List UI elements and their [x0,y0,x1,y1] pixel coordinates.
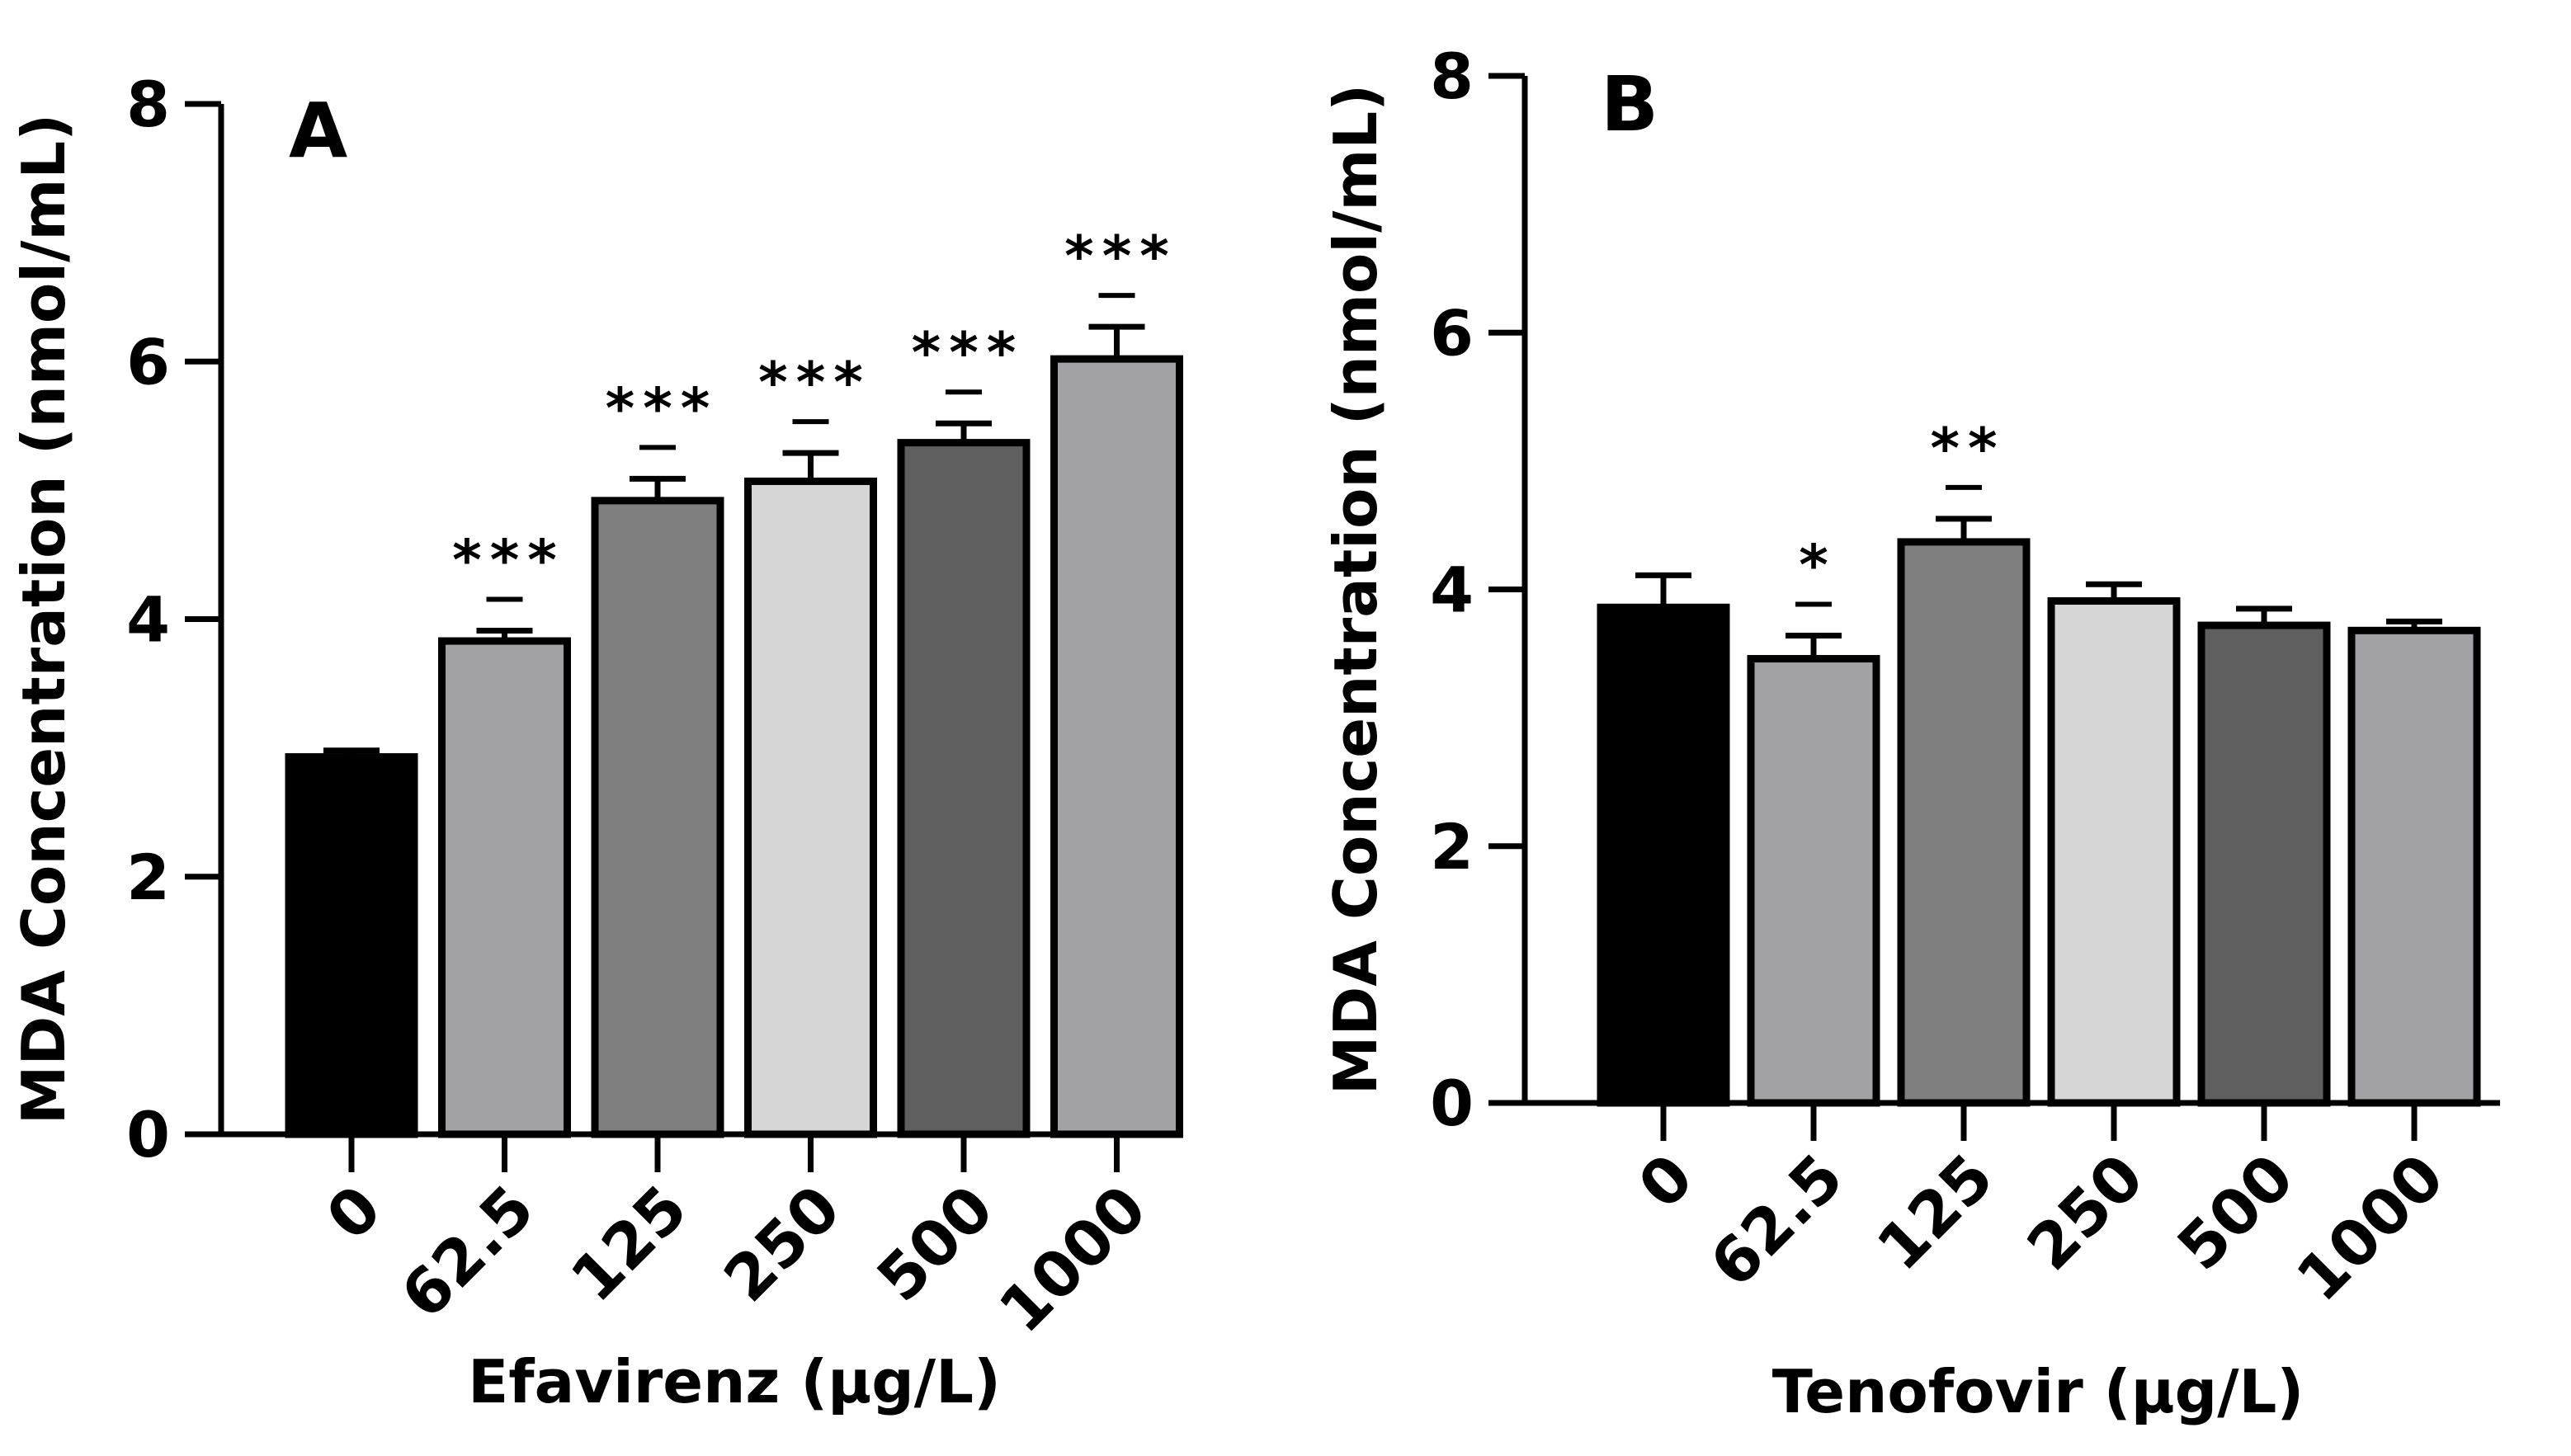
panel-label: B [1601,60,1658,148]
bar [897,439,1031,1138]
y-axis-title: MDA Concentration (nmol/mL) [9,114,78,1124]
bar [438,637,571,1138]
x-tick-label: 1000 [2282,1140,2458,1316]
significance-label: *** [606,376,719,441]
x-tick-label: 125 [557,1171,701,1316]
error-bar [1936,516,1992,542]
error-bar [1088,323,1145,360]
significance-label: *** [758,351,871,416]
bar [744,477,877,1138]
y-tick-label: 6 [126,325,170,398]
y-axis-title: MDA Concentration (nmol/mL) [1321,84,1390,1095]
significance-label: * [1799,534,1837,599]
y-tick-label: 6 [1430,296,1474,370]
bar [1747,655,1880,1107]
x-tick-label: 1000 [985,1171,1161,1347]
x-tick-label: 250 [710,1171,854,1316]
error-bar [1786,633,1842,659]
y-tick-label: 0 [1430,1067,1474,1140]
significance-label: ** [1930,417,2005,482]
y-tick-label: 2 [1430,810,1474,883]
bar [2347,626,2481,1107]
panel-a: 02468062.5***125***250***500***1000***MD… [9,68,1183,1416]
x-tick-label: 0 [1624,1140,1706,1223]
error-bar [1635,572,1691,608]
bar [2047,597,2181,1107]
y-tick-label: 0 [126,1098,170,1171]
x-tick-label: 0 [312,1171,394,1254]
bar [1597,603,1730,1107]
x-tick-label: 62.5 [387,1171,549,1333]
bar [285,753,418,1138]
bar [591,497,724,1138]
x-tick-label: 62.5 [1696,1140,1857,1302]
significance-label: *** [912,321,1025,386]
significance-label: *** [1064,224,1177,290]
x-tick-label: 250 [2013,1140,2158,1284]
panel-label: A [289,87,347,175]
x-axis-title: Tenofovir (μg/L) [1772,1357,2304,1426]
y-tick-label: 4 [126,583,170,657]
x-axis-title: Efavirenz (μg/L) [468,1347,1001,1416]
bar [1897,538,2031,1107]
y-tick-label: 8 [1430,40,1474,113]
y-tick-label: 8 [126,68,170,141]
significance-label: *** [452,529,565,594]
bar [1050,355,1183,1138]
y-tick-label: 4 [1430,554,1474,627]
error-bar [782,450,839,482]
bar [2197,621,2331,1107]
y-tick-label: 2 [126,841,170,914]
x-tick-label: 125 [1863,1140,2007,1284]
